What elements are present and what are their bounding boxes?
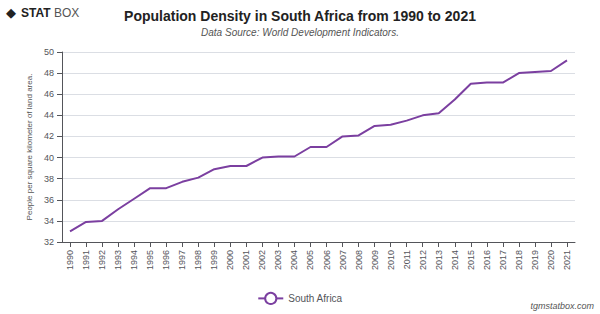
- svg-text:40: 40: [44, 153, 54, 163]
- svg-text:2002: 2002: [257, 250, 267, 270]
- svg-text:2021: 2021: [562, 250, 572, 270]
- svg-text:Population Density in South Af: Population Density in South Africa from …: [124, 8, 476, 24]
- svg-text:2006: 2006: [322, 250, 332, 270]
- svg-text:2010: 2010: [386, 250, 396, 270]
- svg-text:48: 48: [44, 68, 54, 78]
- svg-text:2019: 2019: [530, 250, 540, 270]
- svg-text:42: 42: [44, 131, 54, 141]
- svg-text:South Africa: South Africa: [288, 293, 342, 304]
- svg-text:STAT: STAT: [21, 6, 51, 20]
- svg-text:1996: 1996: [161, 250, 171, 270]
- svg-text:38: 38: [44, 174, 54, 184]
- svg-text:People per square kilometer of: People per square kilometer of land area…: [25, 74, 34, 221]
- svg-text:36: 36: [44, 195, 54, 205]
- svg-text:2012: 2012: [418, 250, 428, 270]
- svg-text:tgmstatbox.com: tgmstatbox.com: [530, 301, 594, 311]
- svg-text:46: 46: [44, 89, 54, 99]
- svg-text:2004: 2004: [289, 250, 299, 270]
- svg-text:1991: 1991: [81, 250, 91, 270]
- svg-text:2008: 2008: [354, 250, 364, 270]
- svg-text:2007: 2007: [338, 250, 348, 270]
- svg-text:44: 44: [44, 110, 54, 120]
- svg-text:1994: 1994: [129, 250, 139, 270]
- svg-text:50: 50: [44, 47, 54, 57]
- svg-text:1995: 1995: [145, 250, 155, 270]
- svg-text:1998: 1998: [193, 250, 203, 270]
- svg-text:2018: 2018: [514, 250, 524, 270]
- svg-text:1999: 1999: [209, 250, 219, 270]
- svg-text:2013: 2013: [434, 250, 444, 270]
- svg-text:2000: 2000: [225, 250, 235, 270]
- svg-text:2015: 2015: [466, 250, 476, 270]
- svg-text:32: 32: [44, 237, 54, 247]
- svg-text:2009: 2009: [370, 250, 380, 270]
- svg-text:2003: 2003: [273, 250, 283, 270]
- svg-text:2017: 2017: [498, 250, 508, 270]
- svg-text:2011: 2011: [402, 250, 412, 269]
- svg-text:34: 34: [44, 216, 54, 226]
- svg-text:1997: 1997: [177, 250, 187, 270]
- svg-text:Data Source: World Development: Data Source: World Development Indicator…: [201, 27, 399, 38]
- svg-text:◆: ◆: [6, 5, 16, 20]
- svg-text:BOX: BOX: [54, 6, 79, 20]
- svg-text:2020: 2020: [546, 250, 556, 270]
- svg-text:2014: 2014: [450, 250, 460, 270]
- svg-text:2016: 2016: [482, 250, 492, 270]
- svg-text:1990: 1990: [65, 250, 75, 270]
- svg-text:1993: 1993: [113, 250, 123, 270]
- svg-text:1992: 1992: [97, 250, 107, 270]
- svg-text:2001: 2001: [241, 250, 251, 270]
- svg-text:2005: 2005: [305, 250, 315, 270]
